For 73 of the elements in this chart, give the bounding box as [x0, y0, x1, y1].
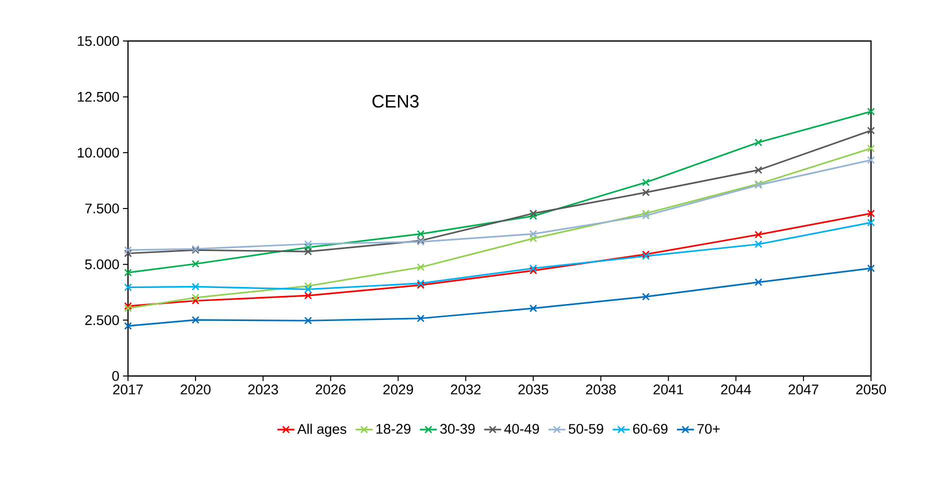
legend-label: All ages — [297, 424, 346, 437]
y-tick-label: 10.000 — [78, 148, 119, 158]
point — [529, 210, 538, 218]
legend-label: 40-49 — [504, 424, 539, 434]
y-tick-label: 5.000 — [85, 259, 119, 270]
point — [642, 178, 650, 186]
point — [867, 144, 875, 152]
y-tick-label: 2.500 — [85, 315, 119, 326]
point — [192, 296, 200, 305]
point — [124, 283, 132, 292]
legend-label: 70+ — [697, 424, 720, 434]
point — [304, 292, 312, 300]
y-tick-label: 12.500 — [78, 92, 119, 102]
legend-label: 60-69 — [633, 424, 668, 434]
legend-label: 30-39 — [440, 424, 475, 434]
point — [867, 108, 875, 116]
point — [124, 246, 132, 254]
point — [192, 282, 200, 291]
point — [192, 260, 200, 268]
point — [642, 212, 650, 220]
point — [642, 210, 650, 218]
point — [754, 240, 762, 248]
point — [642, 188, 650, 196]
point — [529, 264, 538, 272]
point — [529, 212, 538, 220]
point — [304, 240, 312, 248]
legend-label: 18-29 — [376, 424, 410, 434]
point — [124, 322, 132, 330]
x-tick-label: 2047 — [788, 384, 818, 394]
point — [416, 314, 425, 322]
legend-label: 50-59 — [568, 424, 604, 434]
point — [124, 268, 132, 276]
point — [304, 316, 312, 324]
y-tick-label: 15.000 — [78, 36, 119, 46]
point — [529, 266, 538, 274]
point — [304, 285, 312, 294]
point — [192, 316, 200, 324]
point — [867, 264, 875, 272]
x-tick-label: 2038 — [586, 384, 616, 394]
point — [529, 234, 538, 242]
point — [642, 292, 650, 301]
x-tick-label: 2044 — [721, 384, 752, 394]
point — [124, 304, 132, 312]
y-tick-label: 7.500 — [85, 204, 119, 214]
point — [867, 218, 875, 226]
x-tick-label: 2023 — [248, 384, 278, 394]
point — [416, 263, 425, 272]
point — [754, 138, 762, 146]
x-tick-label: 2032 — [450, 384, 481, 394]
x-tick-label: 2020 — [180, 384, 211, 394]
point — [867, 210, 875, 218]
point — [867, 156, 875, 164]
y-tick-label: 0 — [112, 371, 119, 381]
x-tick-label: 2035 — [518, 384, 548, 394]
point — [124, 250, 132, 258]
point — [416, 230, 425, 238]
x-tick-label: 2026 — [316, 384, 346, 394]
point — [754, 230, 762, 239]
point — [754, 166, 762, 174]
point — [192, 294, 200, 302]
point — [754, 278, 762, 286]
point — [124, 302, 132, 310]
annotation: CEN3 — [372, 94, 419, 108]
point — [867, 126, 875, 134]
x-tick-label: 2041 — [654, 384, 684, 394]
x-tick-label: 2029 — [383, 384, 414, 394]
point — [304, 243, 312, 252]
x-tick-label: 2017 — [113, 384, 143, 394]
point — [304, 282, 312, 290]
x-tick-label: 2050 — [856, 384, 886, 394]
point — [529, 304, 538, 312]
point — [529, 230, 538, 238]
point — [304, 248, 312, 256]
